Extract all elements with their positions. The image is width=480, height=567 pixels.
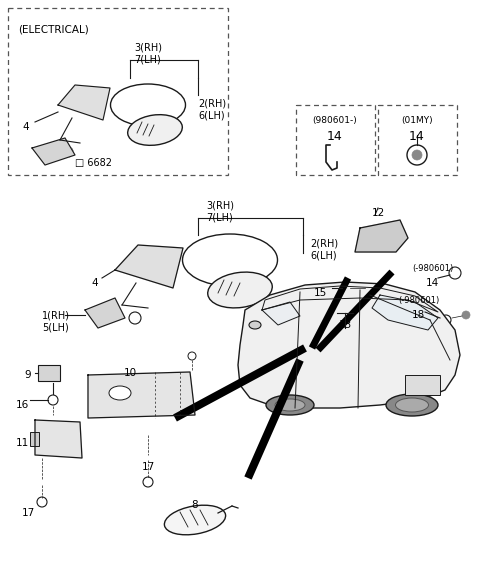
Polygon shape (35, 420, 82, 458)
Polygon shape (115, 245, 183, 288)
Ellipse shape (266, 395, 314, 415)
Circle shape (412, 150, 422, 160)
Polygon shape (309, 276, 351, 350)
Bar (38, 365, 60, 381)
Text: (-980601): (-980601) (412, 264, 453, 273)
Text: 1(RH): 1(RH) (42, 310, 70, 320)
Ellipse shape (110, 84, 185, 126)
Ellipse shape (164, 505, 226, 535)
Polygon shape (32, 138, 75, 165)
Text: 14: 14 (425, 278, 439, 288)
Ellipse shape (109, 386, 131, 400)
Text: 4: 4 (23, 122, 29, 132)
Text: 14: 14 (409, 130, 425, 143)
Text: (01MY): (01MY) (401, 116, 433, 125)
Text: 4: 4 (92, 278, 98, 288)
Ellipse shape (182, 234, 277, 286)
Ellipse shape (128, 115, 182, 145)
Circle shape (462, 311, 470, 319)
Text: 7(LH): 7(LH) (134, 55, 161, 65)
Bar (296, 105, 375, 175)
Bar (405, 375, 440, 395)
Ellipse shape (208, 272, 272, 308)
Text: 16: 16 (15, 400, 29, 410)
Ellipse shape (396, 398, 429, 412)
Text: 11: 11 (15, 438, 29, 448)
Ellipse shape (275, 399, 305, 411)
Text: 18: 18 (411, 310, 425, 320)
Polygon shape (238, 282, 460, 408)
Text: 15: 15 (313, 288, 326, 298)
Text: 7(LH): 7(LH) (206, 212, 233, 222)
Text: 9: 9 (24, 370, 31, 380)
Polygon shape (88, 372, 195, 418)
Bar (8, 8, 228, 175)
Text: 2(RH): 2(RH) (198, 98, 226, 108)
Polygon shape (355, 220, 408, 252)
Text: 13: 13 (338, 320, 352, 330)
Text: 17: 17 (22, 508, 35, 518)
Ellipse shape (249, 321, 261, 329)
Text: 14: 14 (327, 130, 343, 143)
Ellipse shape (386, 394, 438, 416)
Bar (338, 315, 352, 323)
Text: 12: 12 (372, 208, 384, 218)
Text: □ 6682: □ 6682 (75, 158, 112, 168)
Polygon shape (244, 358, 304, 480)
Text: 10: 10 (123, 368, 137, 378)
Bar (30, 432, 39, 446)
Text: 3(RH): 3(RH) (206, 200, 234, 210)
Polygon shape (372, 295, 438, 330)
Polygon shape (58, 85, 110, 120)
Text: 5(LH): 5(LH) (42, 322, 69, 332)
Circle shape (342, 284, 350, 292)
Text: 2(RH): 2(RH) (310, 238, 338, 248)
Text: 6(LH): 6(LH) (310, 250, 336, 260)
Polygon shape (315, 269, 395, 353)
Text: 6(LH): 6(LH) (198, 110, 225, 120)
Polygon shape (85, 298, 125, 328)
Text: (980601-): (980601-) (312, 116, 358, 125)
Polygon shape (173, 345, 307, 421)
Bar (378, 105, 457, 175)
Text: 17: 17 (142, 462, 155, 472)
Text: 3(RH): 3(RH) (134, 43, 162, 53)
Text: 8: 8 (192, 500, 198, 510)
Text: (-980601): (-980601) (398, 296, 439, 305)
Polygon shape (262, 302, 300, 325)
Text: (ELECTRICAL): (ELECTRICAL) (18, 24, 89, 34)
